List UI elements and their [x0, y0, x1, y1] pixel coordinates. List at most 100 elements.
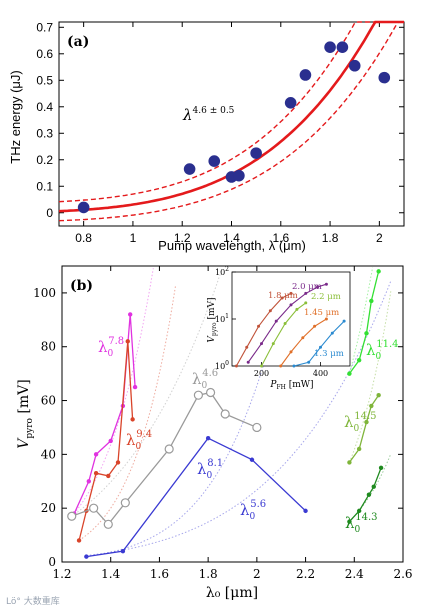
- inset-data-point: [304, 291, 308, 295]
- inset-series-group: [260, 301, 308, 368]
- inset-series-label: 2.0 μm: [292, 282, 322, 292]
- panel-b-series-label: λ0 14.3: [345, 512, 378, 535]
- inset-series-label: 1.3 μm: [314, 349, 344, 359]
- panel-b-data-point: [93, 452, 99, 457]
- panel-b-series-line: [86, 437, 307, 558]
- panel-b-data-point: [249, 457, 255, 462]
- panel-b-series-label-exp: 5.6: [250, 499, 266, 510]
- panel-a-x-ticks: 0.8 1 1.2 1.4 1.6 1.8 2: [75, 22, 383, 245]
- panel-b-data-point: [76, 538, 82, 543]
- panel-b-series: [67, 269, 384, 559]
- panel-a-data-point: [284, 97, 297, 109]
- panel-a-fit-line: [58, 20, 404, 213]
- inset-data-point: [301, 336, 305, 340]
- inset-y-axis-label: Vpyro [mV]: [207, 297, 218, 342]
- inset-x-tick-label: 400: [313, 369, 328, 378]
- panel-b-series-group: [347, 269, 381, 376]
- panel-b-data-point: [356, 508, 362, 514]
- panel-b-y-tick-label: 20: [41, 501, 56, 515]
- panel-b-y-tick-label: 100: [33, 286, 56, 300]
- inset-series-labels: 2.0 μm1.8 μm 2.2 μm 1.45 μm 1.3 μm: [268, 282, 344, 359]
- panel-b-series-group: [347, 392, 381, 465]
- panel-b-fit-guide: [348, 291, 392, 463]
- panel-b-data-point: [93, 471, 99, 476]
- inset-y-tick-label: 102: [215, 266, 229, 277]
- panel-a-y-axis-label: THz energy (μJ): [8, 70, 23, 163]
- panel-b-data-point: [378, 465, 384, 471]
- panel-b-data-point: [89, 503, 99, 513]
- inset-x-axis-label: PFH [mW]: [269, 380, 313, 391]
- panel-a-plot-frame: [58, 21, 405, 227]
- panel-b-series-group: [347, 465, 384, 524]
- panel-b-data-point: [132, 384, 138, 390]
- panel-b-series-label-exp: 9.4: [136, 429, 152, 440]
- panel-a-data-point: [233, 169, 245, 182]
- inset-data-point: [289, 303, 293, 307]
- panel-b-x-axis-label: λ₀ [μm]: [206, 585, 258, 601]
- panel-b-series-label: λ0 14.5: [344, 411, 377, 434]
- panel-b-fit-guide: [86, 273, 288, 558]
- panel-b-series-label-exp: 11.4: [376, 339, 398, 350]
- panel-a-fit-annotation-exponent: 4.6 ± 0.5: [193, 106, 235, 116]
- panel-b-series-label: λ0 11.4: [366, 339, 399, 362]
- inset-y-tick-label-base: 10: [215, 268, 225, 277]
- panel-b-series-label-base: λ: [345, 514, 355, 532]
- panel-b-data-point: [125, 339, 130, 344]
- panel-b-data-point: [369, 298, 374, 304]
- panel-b-series-label-exp: 4.6: [202, 368, 218, 379]
- panel-a-y-tick-label: 0.4: [36, 100, 53, 114]
- panel-b-series-label-base: λ: [344, 413, 354, 431]
- panel-b-y-axis-label-unit: [mV]: [16, 379, 32, 418]
- panel-b-data-point: [356, 446, 362, 452]
- panel-a: (a) 0 0.1 0.2 0.3 0.4 0.5 0.6 0.7 0.8 1 1.2 1.4 1.6…: [8, 20, 405, 253]
- panel-b-y-axis-label-sub: pyro: [25, 418, 35, 439]
- inset-data-point: [324, 317, 328, 321]
- inset-series-group: [234, 291, 293, 368]
- inset-data-point: [307, 360, 311, 364]
- inset-data-point: [313, 324, 317, 328]
- inset-data-point: [289, 350, 293, 354]
- watermark: Lö° 大数重库: [6, 597, 60, 607]
- inset-y-tick-label-exp: 0: [225, 360, 229, 367]
- inset-data-point: [260, 364, 263, 368]
- panel-a-label: (a): [67, 34, 89, 50]
- panel-b-data-point: [220, 409, 230, 419]
- panel-a-data-points: [77, 41, 391, 214]
- panel-b-fit-guide: [71, 269, 223, 517]
- panel-a-y-tick-label: 0.2: [36, 153, 53, 167]
- panel-b-data-point: [164, 444, 174, 454]
- panel-b-data-point: [103, 519, 113, 529]
- panel-b-data-point: [205, 387, 216, 398]
- panel-b-x-ticks: 1.2 1.4 1.6 1.8 2 2.2 2.4 2.6: [52, 266, 413, 581]
- inset-data-point: [234, 364, 238, 368]
- panel-b-series-label: λ0 8.1: [197, 458, 223, 481]
- panel-b-data-point: [347, 371, 352, 376]
- panel-b-data-point: [356, 357, 362, 363]
- inset-data-point: [292, 364, 296, 368]
- inset-data-point: [304, 301, 308, 305]
- inset-data-point: [280, 296, 284, 300]
- panel-b-fit-guide: [348, 267, 374, 374]
- panel-a-fit-lower-bound: [58, 21, 404, 222]
- panel-b-data-point: [193, 390, 203, 400]
- panel-a-data-point: [324, 41, 336, 53]
- panel-a-x-tick-label: 1.2: [174, 231, 191, 245]
- panel-b-series-label-base: λ: [240, 501, 250, 519]
- panel-a-y-tick-label: 0.5: [36, 73, 53, 87]
- panel-b-fit-curves: [71, 267, 392, 558]
- panel-a-fit-upper-bound: [58, 21, 404, 203]
- inset-y-tick-label-exp: 1: [225, 313, 229, 320]
- panel-a-data-point: [77, 201, 90, 214]
- panel-a-data-point: [299, 69, 312, 81]
- inset-data-point: [268, 309, 272, 313]
- panel-b-data-point: [366, 492, 372, 497]
- panel-b-data-point: [128, 312, 133, 317]
- inset-series-group: [279, 317, 328, 368]
- panel-b-series-label: λ0 9.4: [126, 429, 152, 452]
- panel-b-data-point: [67, 511, 77, 521]
- inset-series-label: 1.8 μm: [268, 291, 298, 301]
- panel-b-data-point: [205, 436, 211, 441]
- panel-a-data-point: [183, 163, 196, 175]
